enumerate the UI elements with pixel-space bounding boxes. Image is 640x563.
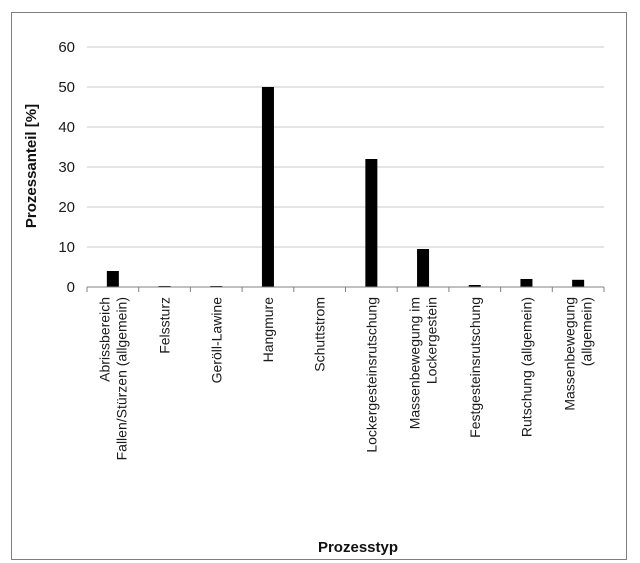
category-label-line: Massenbewegung <box>562 297 578 411</box>
y-axis-title: Prozessanteil [%] <box>23 104 40 228</box>
y-tick-label: 40 <box>58 119 75 136</box>
grid-lines <box>87 46 604 248</box>
category-label: Lockergesteinsrutschung <box>363 297 379 453</box>
bar <box>365 159 378 287</box>
y-tick-label: 10 <box>58 239 75 256</box>
x-axis <box>86 286 605 292</box>
category-label-line: Abrissbereich <box>96 297 112 382</box>
category-label: Massenbewegung im Lockergestein <box>407 297 440 429</box>
category-label-line: Lockergestein <box>424 297 440 384</box>
bar <box>572 279 585 287</box>
category-label-line: Fallen/Stürzen (allgemein) <box>113 297 129 460</box>
category-label: Geröll-Lawine <box>208 297 224 384</box>
category-label-line: Hangmure <box>260 297 276 363</box>
category-label: Rutschung (allgemein) <box>518 297 534 437</box>
category-label-line: (allgemein) <box>579 297 595 366</box>
y-tick-label: 50 <box>58 79 75 96</box>
category-label-line: Felssturz <box>157 297 173 354</box>
bars <box>106 87 585 287</box>
category-label-line: Massenbewegung im <box>407 297 423 429</box>
y-tick-label: 60 <box>58 39 75 56</box>
category-label-line: Geröll-Lawine <box>208 297 224 384</box>
bar <box>106 271 119 287</box>
y-tick-label: 30 <box>58 159 75 176</box>
x-axis-title: Prozesstyp <box>318 539 398 556</box>
category-label: Felssturz <box>157 297 173 354</box>
category-label: Festgesteinsrutschung <box>467 297 483 438</box>
bar <box>261 87 274 287</box>
y-tick-label: 20 <box>58 199 75 216</box>
category-label: Hangmure <box>260 297 276 363</box>
category-label-line: Festgesteinsrutschung <box>467 297 483 438</box>
category-label: Schuttstrom <box>312 297 328 372</box>
category-label: Abrissbereich Fallen/Stürzen (allgemein) <box>96 297 129 460</box>
bar <box>520 279 533 287</box>
category-label-line: Lockergesteinsrutschung <box>363 297 379 453</box>
bar <box>417 249 430 287</box>
y-tick-labels: 0 10 20 30 40 50 60 <box>58 39 75 296</box>
category-label: Massenbewegung (allgemein) <box>562 297 595 411</box>
category-label-line: Schuttstrom <box>312 297 328 372</box>
category-labels: Abrissbereich Fallen/Stürzen (allgemein) F… <box>96 297 594 461</box>
category-label-line: Rutschung (allgemein) <box>518 297 534 437</box>
y-tick-label: 0 <box>67 279 75 296</box>
bar <box>468 285 481 287</box>
